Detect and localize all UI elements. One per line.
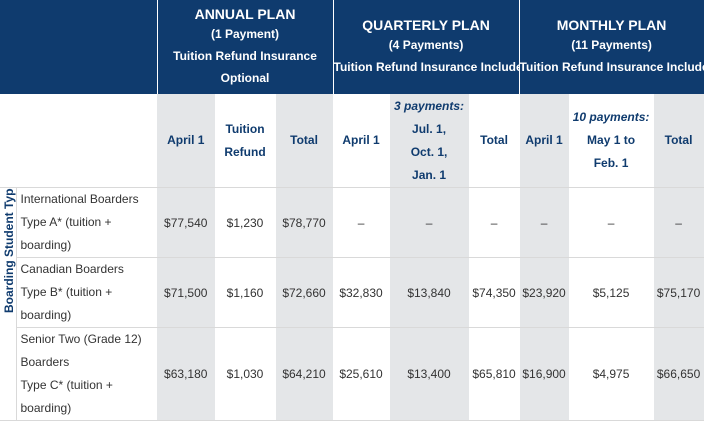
col-monthly-total: Total xyxy=(653,94,704,188)
m-payments-title: 10 payments: xyxy=(572,110,650,124)
cell-quarterly-total: $74,350 xyxy=(469,257,520,328)
table-row: Boarding Student Type International Boar… xyxy=(0,187,704,421)
quarterly-plan-insurance: Tuition Refund Insurance Included xyxy=(333,60,520,74)
row-label-line: Type A* (tuition + xyxy=(20,215,112,229)
side-label: Boarding Student Type xyxy=(2,187,16,314)
col-quarterly-april: April 1 xyxy=(333,94,390,188)
q-payments-line2: Oct. 1, xyxy=(410,144,448,159)
row-label-line: boarding) xyxy=(20,401,72,415)
quarterly-plan-header: QUARTERLY PLAN (4 Payments) Tuition Refu… xyxy=(333,0,520,94)
row-label: International Boarders Type A* (tuition … xyxy=(16,187,157,258)
cell-annual-april: $71,500 xyxy=(157,257,216,328)
cell-tuition-refund: $1,230 xyxy=(215,187,276,258)
monthly-plan-header: MONTHLY PLAN (11 Payments) Tuition Refun… xyxy=(519,0,704,94)
cell-annual-total: $78,770 xyxy=(275,187,334,258)
cell-quarterly-april: – xyxy=(333,187,390,258)
row-label: Canadian Boarders Type B* (tuition + boa… xyxy=(16,257,157,328)
cell-monthly-april: $23,920 xyxy=(519,257,570,328)
row-label-line: Type C* (tuition + xyxy=(20,378,113,392)
header-blank xyxy=(0,0,158,94)
cell-monthly-total: $75,170 xyxy=(653,257,704,328)
cell-monthly-april: – xyxy=(519,187,570,258)
cell-quarterly-total: – xyxy=(469,187,520,258)
cell-quarterly-total: $65,810 xyxy=(469,327,520,421)
cell-monthly-total: – xyxy=(653,187,704,258)
q-payments-title: 3 payments: xyxy=(394,98,465,113)
cell-tuition-refund: $1,030 xyxy=(215,327,276,421)
table-row: Canadian Boarders Type B* (tuition + boa… xyxy=(0,257,704,328)
col-annual-total: Total xyxy=(275,94,334,188)
m-payments-line2: Feb. 1 xyxy=(593,156,629,170)
cell-quarterly-payments: – xyxy=(389,187,470,258)
row-label-line: Boarders xyxy=(20,355,70,369)
col-monthly-april: April 1 xyxy=(519,94,570,188)
col-quarterly-payments: 3 payments: Jul. 1, Oct. 1, Jan. 1 xyxy=(389,94,470,188)
annual-plan-payments: (1 Payment) xyxy=(211,27,280,41)
cell-monthly-april: $16,900 xyxy=(519,327,570,421)
column-header-row: April 1 Tuition Refund Total April 1 3 p… xyxy=(0,94,704,188)
annual-plan-header: ANNUAL PLAN (1 Payment) Tuition Refund I… xyxy=(157,0,334,94)
cell-tuition-refund: $1,160 xyxy=(215,257,276,328)
q-payments-line3: Jan. 1 xyxy=(412,167,447,182)
plan-header-row: ANNUAL PLAN (1 Payment) Tuition Refund I… xyxy=(0,0,704,94)
col-quarterly-total: Total xyxy=(469,94,520,188)
cell-quarterly-payments: $13,400 xyxy=(389,327,470,421)
row-label-line: Type B* (tuition + xyxy=(20,285,113,299)
cell-annual-april: $63,180 xyxy=(157,327,216,421)
row-label: Senior Two (Grade 12) Boarders Type C* (… xyxy=(16,327,157,421)
monthly-plan-insurance: Tuition Refund Insurance Included xyxy=(519,60,704,74)
row-label-line: boarding) xyxy=(20,308,72,322)
cell-annual-april: $77,540 xyxy=(157,187,216,258)
col-annual-april: April 1 xyxy=(157,94,216,188)
cell-monthly-payments: – xyxy=(569,187,654,258)
cell-monthly-total: $66,650 xyxy=(653,327,704,421)
m-payments-line1: May 1 to xyxy=(587,133,636,147)
cell-quarterly-april: $32,830 xyxy=(333,257,390,328)
table-row: Senior Two (Grade 12) Boarders Type C* (… xyxy=(0,327,704,421)
cell-quarterly-payments: $13,840 xyxy=(389,257,470,328)
cell-monthly-payments: $4,975 xyxy=(569,327,654,421)
cell-annual-total: $72,660 xyxy=(275,257,334,328)
cell-quarterly-april: $25,610 xyxy=(333,327,390,421)
cell-annual-total: $64,210 xyxy=(275,327,334,421)
annual-plan-title: ANNUAL PLAN xyxy=(194,6,296,22)
monthly-plan-title: MONTHLY PLAN xyxy=(556,17,667,33)
cell-monthly-payments: $5,125 xyxy=(569,257,654,328)
tuition-refund-line2: Refund xyxy=(224,144,266,159)
subheader-blank xyxy=(0,94,157,188)
tuition-refund-line1: Tuition xyxy=(225,121,265,136)
q-payments-line1: Jul. 1, xyxy=(412,121,447,136)
monthly-plan-payments: (11 Payments) xyxy=(571,38,652,52)
row-label-line: International Boarders xyxy=(20,192,139,206)
col-monthly-payments: 10 payments: May 1 to Feb. 1 xyxy=(569,94,654,188)
row-label-line: boarding) xyxy=(20,238,72,252)
quarterly-plan-payments: (4 Payments) xyxy=(388,38,464,52)
annual-plan-insurance: Tuition Refund Insurance xyxy=(173,49,317,63)
row-label-line: Senior Two (Grade 12) xyxy=(20,332,142,346)
col-tuition-refund: Tuition Refund xyxy=(215,94,276,188)
side-label-cell: Boarding Student Type xyxy=(0,187,17,421)
annual-plan-insurance-optional: Optional xyxy=(220,71,270,85)
quarterly-plan-title: QUARTERLY PLAN xyxy=(362,17,490,33)
row-label-line: Canadian Boarders xyxy=(20,262,124,276)
